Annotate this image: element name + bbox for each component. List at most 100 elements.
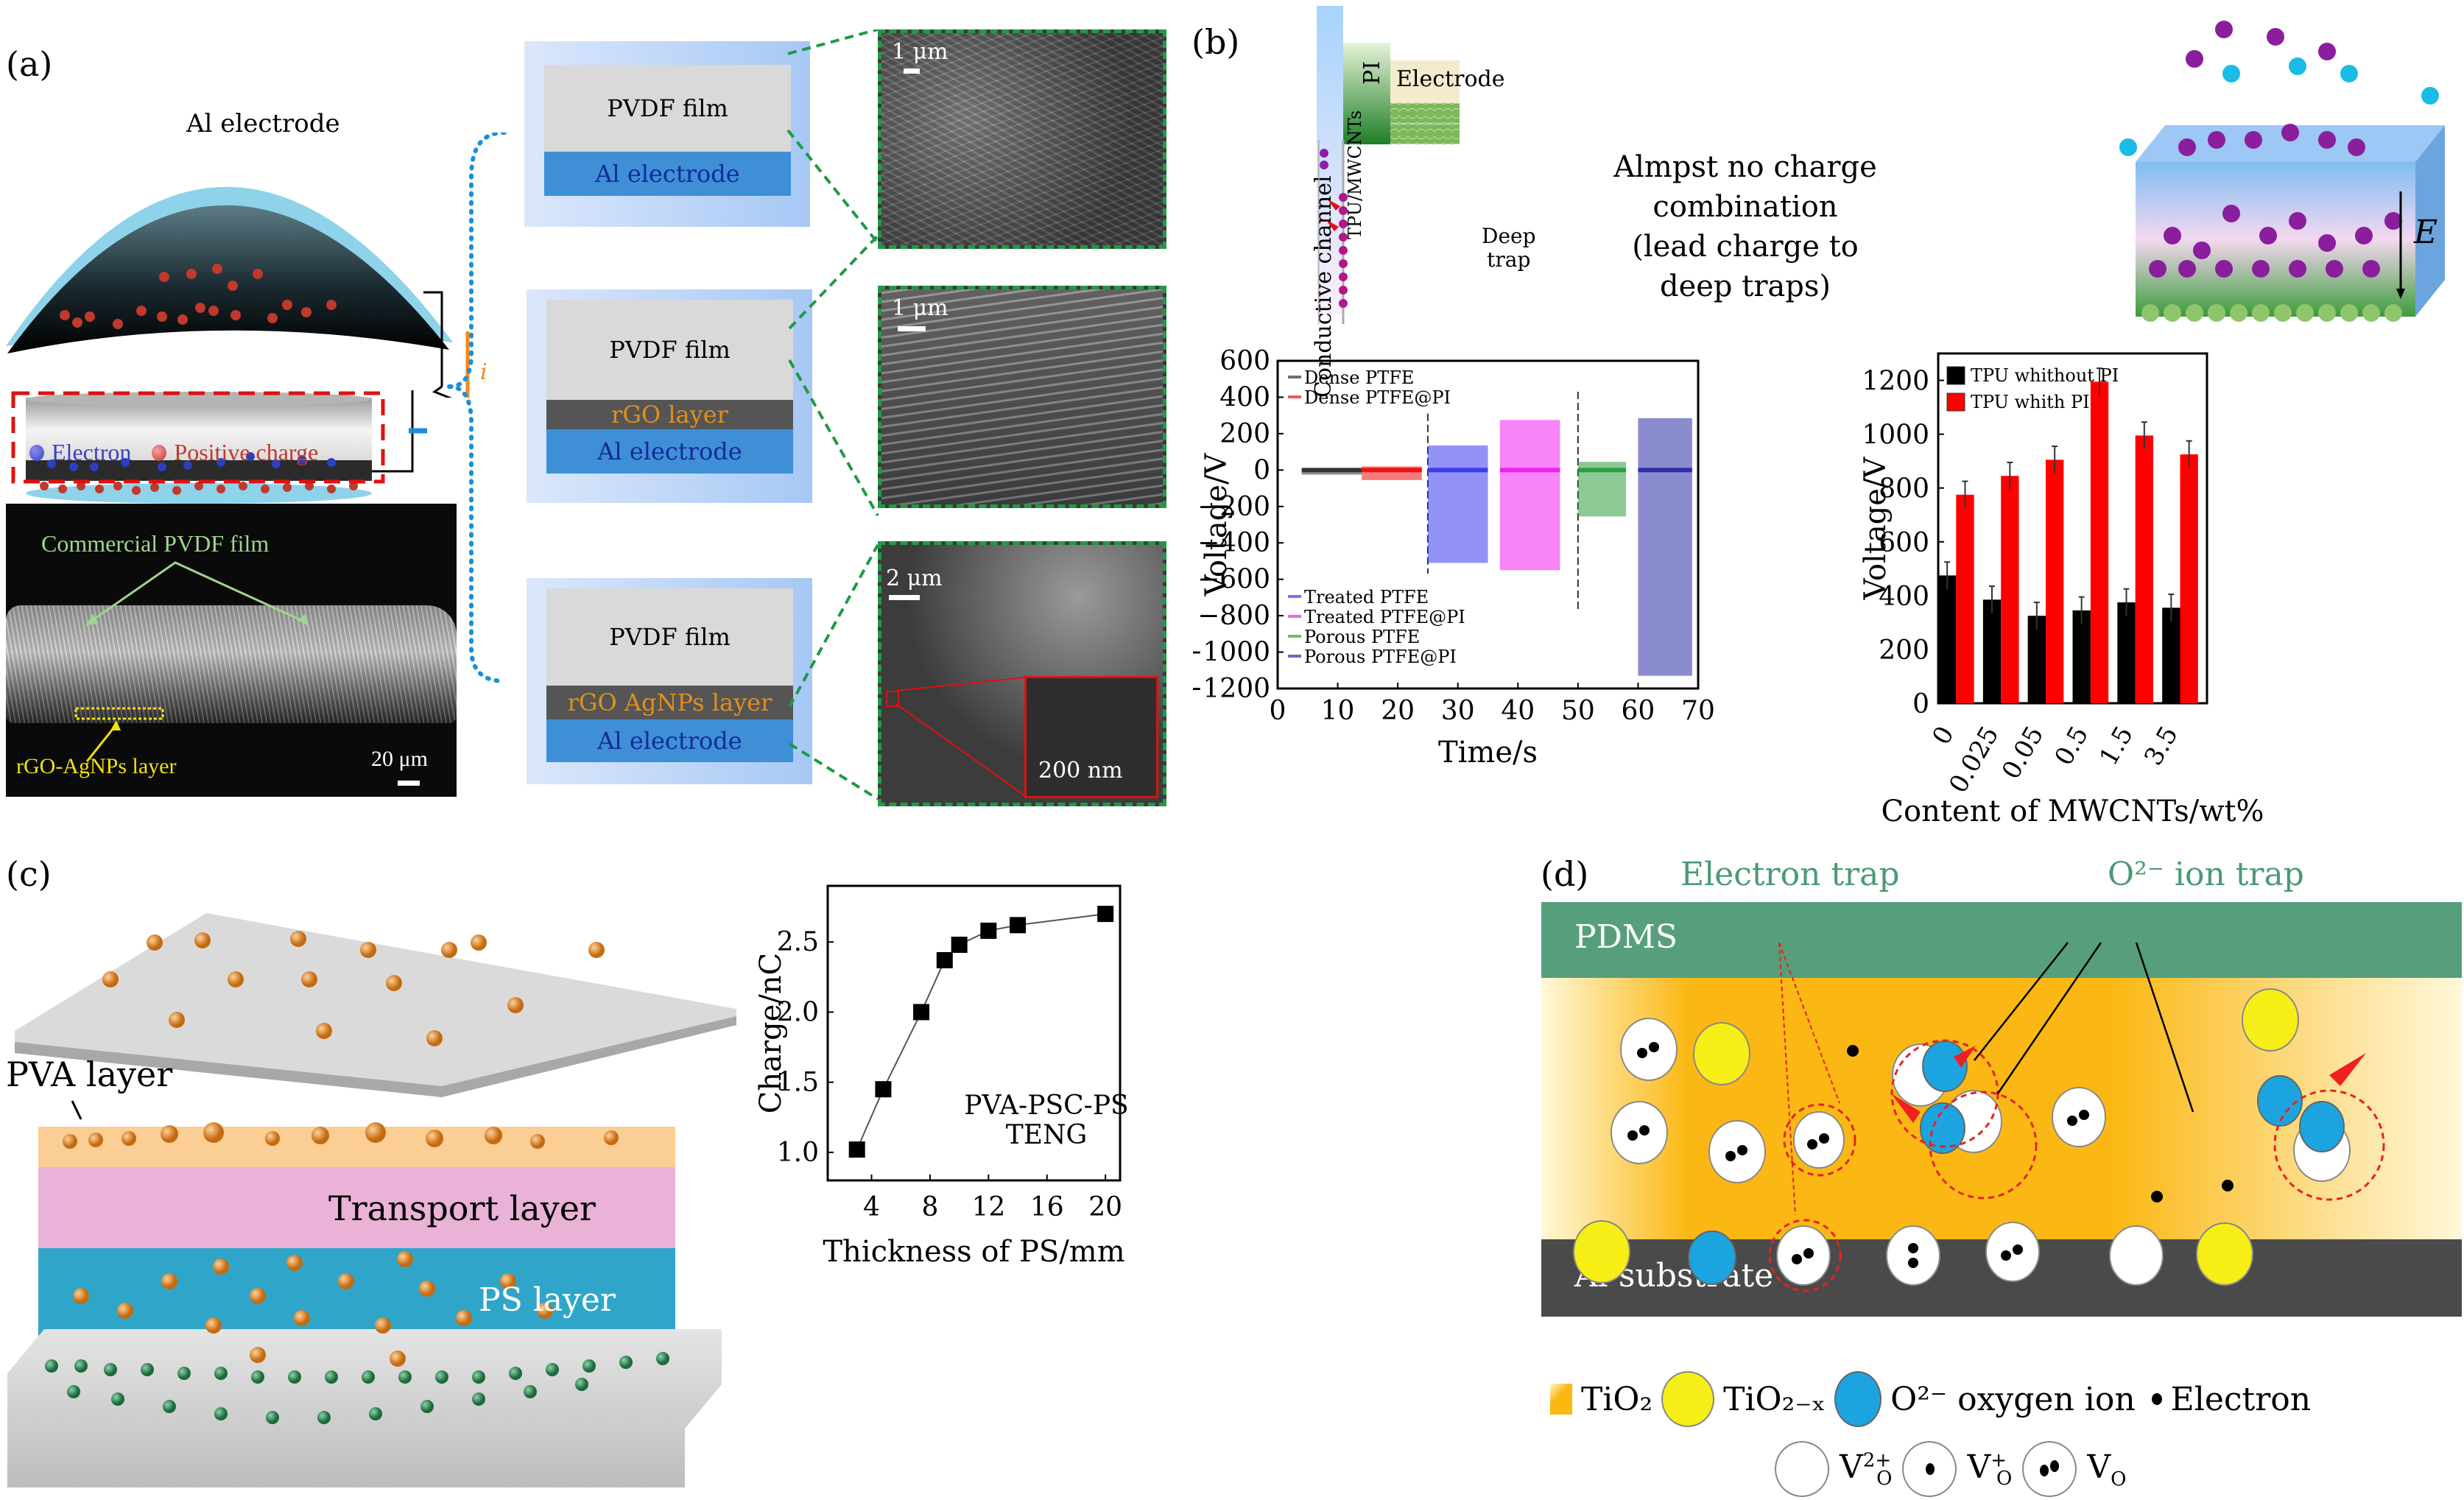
y-tick-label: 200 (1219, 419, 1270, 449)
vo1-swatch (1902, 1441, 1957, 1497)
x-tick-label: 60 (1622, 696, 1655, 726)
vo-defect (1620, 1018, 1678, 1081)
defect-legend-row1: TiO₂ TiO₂₋ₓ O²⁻ oxygen ion Electron (1550, 1371, 2311, 1427)
y-tick-label: 0 (1912, 689, 1929, 719)
x-axis-label: Time/s (1438, 736, 1538, 770)
defect-legend-row2: V2+O V+O VO (1775, 1441, 2126, 1497)
charge-box-illustration (2119, 21, 2445, 322)
y-tick-label: 0 (1253, 455, 1270, 485)
bar (2117, 602, 2136, 703)
legend-vo: VO (2087, 1448, 2127, 1490)
y-tick-label: 600 (1219, 346, 1270, 376)
x-tick-label: 12 (971, 1192, 1005, 1222)
vo-swatch (2022, 1441, 2077, 1497)
y-tick-label: 1000 (1862, 420, 1929, 451)
data-point (951, 937, 968, 953)
y-tick-label: 1.0 (777, 1138, 819, 1168)
bar (2027, 616, 2046, 703)
negative-particles (45, 1352, 669, 1424)
teng-annotation: TENG (1006, 1120, 1088, 1150)
oxygen-ions (1688, 1041, 2345, 1285)
data-point (980, 922, 997, 939)
teng-annotation: PVA-PSC-PS (964, 1091, 1128, 1121)
scale-label: 1 μm (892, 295, 948, 321)
al-electrode-layer: Al electrode (544, 152, 791, 196)
vo-defect (1776, 1225, 1831, 1286)
scale-bar-20um: 20 μm (371, 747, 428, 771)
y-axis-label: Charge/nC (754, 953, 788, 1113)
bottom-device-schematic (11, 390, 427, 504)
y-tick-label: −600 (1197, 565, 1270, 595)
teng-device-schematic: i (6, 186, 487, 398)
y-tick-label: −1000 (1193, 638, 1270, 668)
x-tick-label: 3.5 (2139, 722, 2184, 771)
plot-frame (826, 884, 1122, 1182)
inset-scale-label: 200 nm (1038, 758, 1123, 784)
legend-electron: Electron (52, 439, 132, 465)
signal-baseline (1499, 468, 1560, 473)
x-tick-label: 50 (1561, 696, 1595, 726)
electrode-layer (1390, 60, 1460, 106)
al-electrode-layer: Al electrode (546, 719, 793, 762)
defect-diagram (1573, 942, 2385, 1292)
series-treated-ptfe (1427, 445, 1488, 563)
panel-label-a: (a) (6, 44, 53, 84)
transport-layer-label: Transport layer (328, 1189, 596, 1228)
pvdf-layer: PVDF film (546, 588, 793, 686)
vo2-defect (2109, 1225, 2164, 1286)
electrons (47, 452, 336, 471)
oxygen-ion-swatch (1834, 1371, 1882, 1427)
layer-stack-1: PVDF film Al electrode (524, 41, 810, 227)
data-point (875, 1081, 892, 1098)
electron-trap-label: Electron trap (1680, 856, 1900, 893)
field-e-label: E (2414, 214, 2438, 251)
trap-circles (1768, 1039, 2385, 1292)
bar (1938, 575, 1957, 703)
legend-vo1: V+O (1967, 1448, 2013, 1490)
data-point (913, 1004, 930, 1021)
deep-trap-diagram (1318, 140, 1348, 324)
x-axis-label: Thickness of PS/mm (823, 1235, 1124, 1269)
series-dense-ptfe (1301, 468, 1362, 475)
legend-label: Treated PTFE (1304, 587, 1429, 608)
vo-defect (1985, 1222, 2040, 1282)
x-tick-label: 8 (921, 1192, 938, 1222)
bar (2135, 435, 2153, 703)
legend-tio2: TiO₂ (1581, 1380, 1653, 1418)
y-tick-label: 1200 (1862, 367, 1929, 397)
legend-label: Dense PTFE@PI (1304, 387, 1451, 408)
trap-arrows (1891, 1046, 2366, 1123)
vo-defect (2052, 1087, 2106, 1147)
signal-band (1427, 445, 1488, 563)
ion-trap-label: O²⁻ ion trap (2108, 856, 2304, 893)
y-tick-label: 200 (1879, 635, 1929, 666)
bar (1956, 494, 1974, 703)
ps-layer-label: PS layer (479, 1281, 616, 1319)
electron-icon (29, 444, 44, 461)
legend-label: Porous PTFE (1304, 627, 1420, 647)
layer-stack-3: PVDF film rGO AgNPs layer Al electrode (527, 578, 812, 784)
rgo-layer: rGO layer (546, 400, 793, 429)
y-tick-label: 400 (1219, 382, 1270, 412)
current-symbol: i (480, 359, 487, 385)
pdms-layer: PDMS (1541, 902, 2462, 978)
pi-label: PI (1359, 60, 1385, 85)
legend-vo2: V2+O (1840, 1448, 1893, 1490)
free-electrons (1847, 1045, 2234, 1203)
data-point (1097, 906, 1114, 923)
series-porous-ptfe (1577, 462, 1627, 517)
layer-stack-2: PVDF film rGO layer Al electrode (527, 289, 812, 503)
vo-defect (1886, 1225, 1940, 1286)
scale-label: 1 μm (892, 39, 948, 65)
y-tick-label: 600 (1879, 528, 1929, 558)
x-tick-label: 40 (1501, 696, 1535, 726)
top-plate (15, 913, 736, 1094)
x-tick-label: 1.5 (2094, 722, 2139, 771)
legend-label: TPU whith PI (1971, 392, 2090, 412)
x-tick-label: 4 (863, 1192, 880, 1222)
pva-layer-label: PVA layer (6, 1054, 173, 1094)
transport-layer (38, 1167, 675, 1248)
tio2x-swatch (1661, 1371, 1715, 1427)
panel-label-b: (b) (1191, 22, 1240, 62)
